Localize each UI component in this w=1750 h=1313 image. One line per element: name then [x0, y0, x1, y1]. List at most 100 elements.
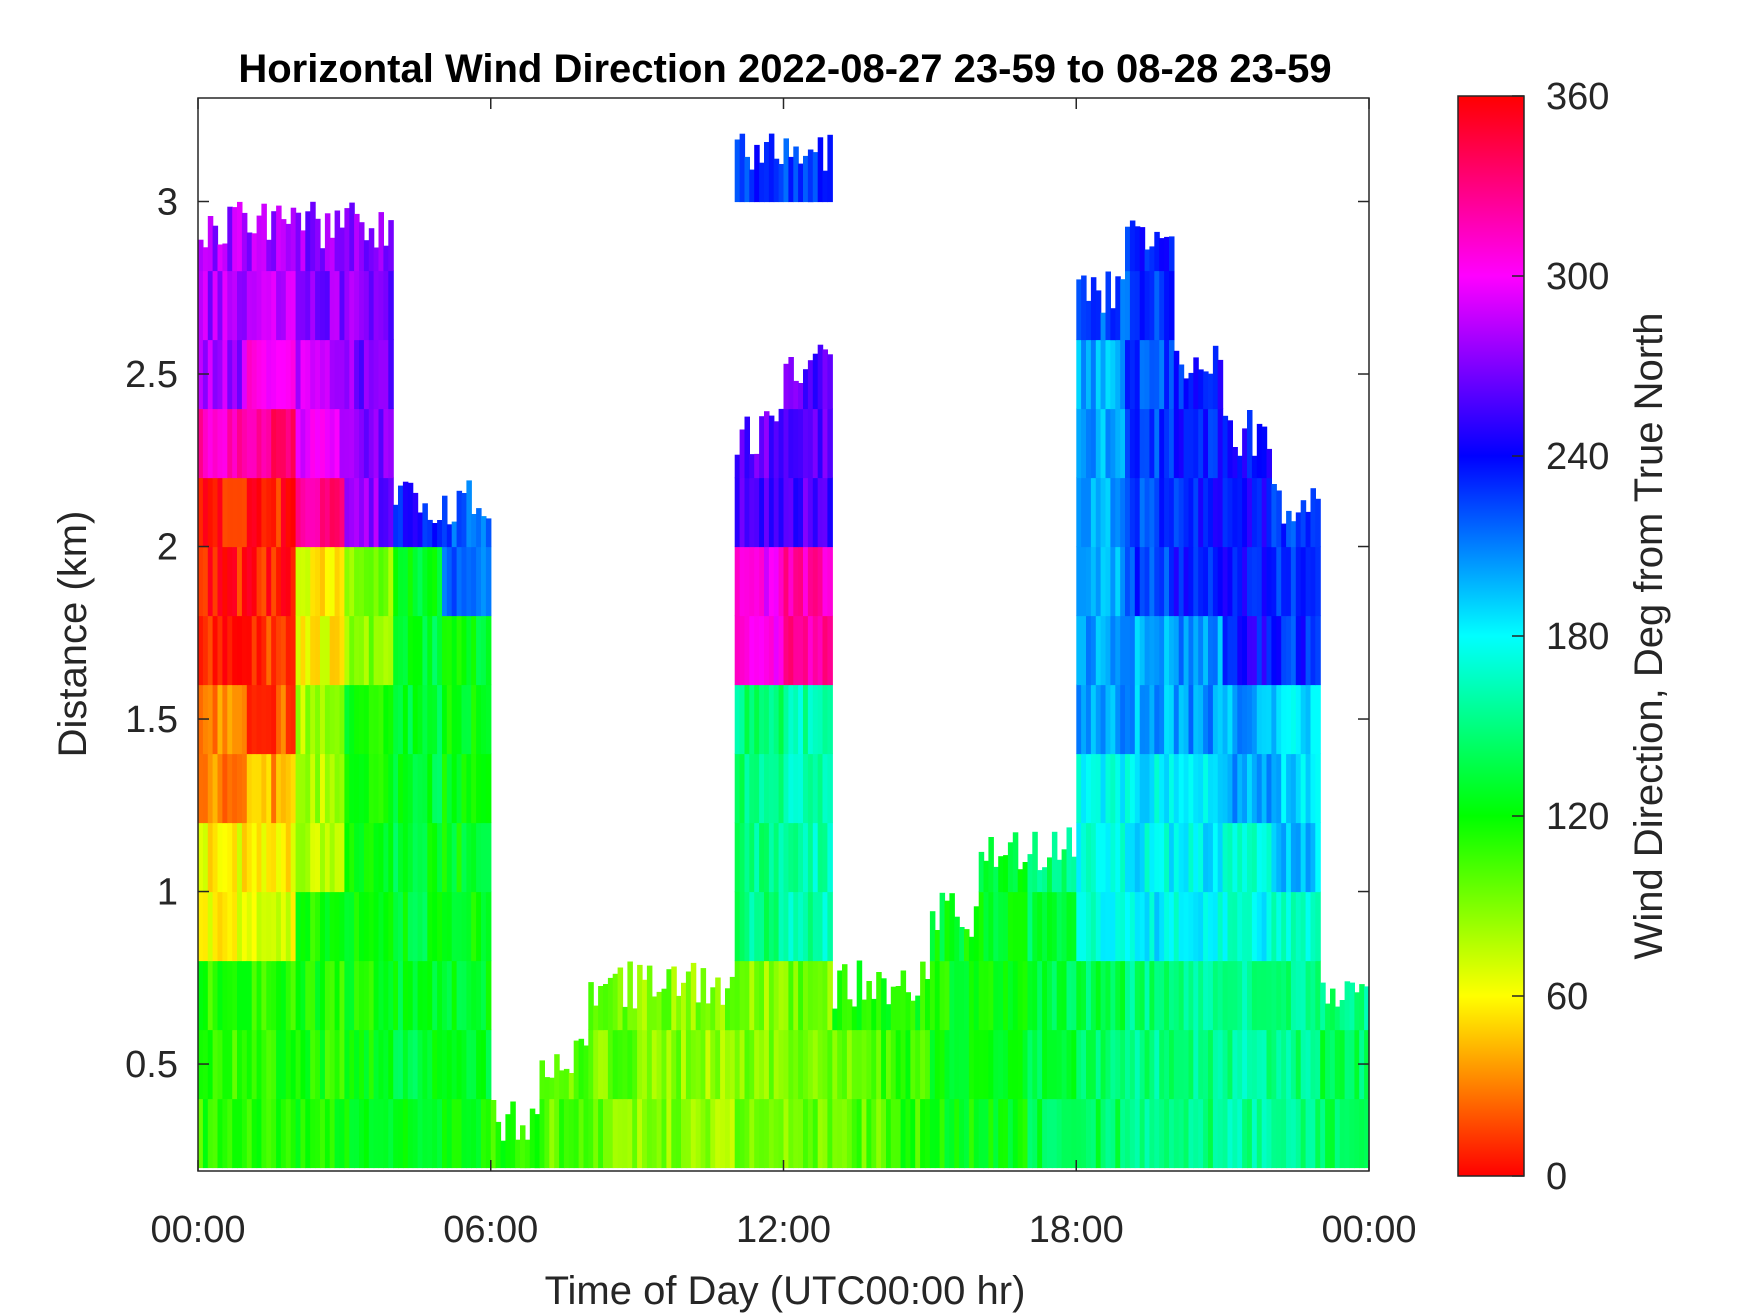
heatmap-cell [1266, 822, 1272, 893]
heatmap-cell [310, 201, 316, 272]
heatmap-cell [202, 247, 209, 272]
heatmap-cell [1017, 891, 1024, 962]
heatmap-cell [237, 684, 243, 755]
heatmap-cell [768, 822, 775, 893]
heatmap-cell [349, 684, 355, 755]
heatmap-cell [217, 1098, 223, 1169]
heatmap-cell [1051, 831, 1058, 893]
heatmap-cell [1120, 753, 1126, 824]
heatmap-cell [217, 615, 223, 686]
heatmap-cell [1247, 615, 1253, 686]
heatmap-cell [232, 684, 238, 755]
heatmap-cell [324, 408, 331, 479]
heatmap-cell [222, 270, 228, 341]
heatmap-cell [651, 996, 658, 1031]
heatmap-cell [1159, 753, 1165, 824]
heatmap-cell [1164, 960, 1170, 1031]
heatmap-cell [1120, 546, 1126, 617]
heatmap-cell [734, 615, 741, 686]
heatmap-cell [656, 991, 663, 1031]
heatmap-cell [1144, 753, 1151, 824]
heatmap-cell [427, 822, 433, 893]
heatmap-cell [1164, 753, 1170, 824]
heatmap-cell [1300, 500, 1307, 548]
heatmap-cell [437, 822, 443, 893]
heatmap-cell [1095, 477, 1102, 548]
heatmap-cell [1310, 891, 1316, 962]
heatmap-cell [1095, 1029, 1102, 1100]
heatmap-cell [222, 1098, 228, 1169]
heatmap-cell [1076, 546, 1082, 617]
heatmap-cell [1276, 615, 1282, 686]
heatmap-cell [481, 891, 487, 962]
heatmap-cell [1090, 891, 1097, 962]
heatmap-cell [407, 546, 414, 617]
heatmap-cell [212, 684, 219, 755]
heatmap-cell [798, 753, 804, 824]
heatmap-cell [237, 408, 243, 479]
heatmap-cell [1027, 1098, 1033, 1169]
heatmap-cell [305, 339, 311, 410]
heatmap-cell [759, 615, 765, 686]
heatmap-cell [466, 615, 472, 686]
heatmap-cell [300, 408, 306, 479]
heatmap-cell [1183, 408, 1190, 479]
heatmap-cell [1125, 753, 1131, 824]
heatmap-cell [759, 162, 765, 203]
heatmap-cell [363, 753, 370, 824]
heatmap-cell [305, 753, 311, 824]
heatmap-cell [320, 753, 326, 824]
heatmap-cell [1115, 684, 1121, 755]
heatmap-cell [329, 960, 336, 1031]
heatmap-cell [685, 971, 692, 1031]
heatmap-cell [1276, 1029, 1282, 1100]
heatmap-cell [1007, 842, 1014, 893]
heatmap-cell [320, 546, 326, 617]
heatmap-cell [1051, 960, 1058, 1031]
heatmap-cell [222, 822, 228, 893]
heatmap-cell [1251, 960, 1258, 1031]
heatmap-cell [339, 960, 345, 1031]
heatmap-cell [388, 546, 394, 617]
heatmap-cell [1193, 477, 1199, 548]
heatmap-cell [1217, 546, 1224, 617]
heatmap-cell [422, 503, 428, 548]
heatmap-cell [393, 615, 399, 686]
heatmap-cell [807, 615, 814, 686]
heatmap-cell [363, 546, 370, 617]
heatmap-cell [1315, 960, 1321, 1031]
heatmap-cell [1144, 546, 1151, 617]
heatmap-cell [773, 822, 780, 893]
heatmap-cell [402, 1098, 409, 1169]
heatmap-cell [412, 615, 419, 686]
heatmap-cell [217, 339, 223, 410]
heatmap-cell [1256, 684, 1263, 755]
heatmap-cell [1271, 684, 1277, 755]
heatmap-cell [793, 1098, 799, 1169]
heatmap-cell [202, 546, 209, 617]
heatmap-cell [276, 1029, 282, 1100]
heatmap-cell [812, 353, 819, 410]
heatmap-cell [202, 753, 209, 824]
heatmap-cell [388, 753, 394, 824]
heatmap-cell [807, 149, 814, 203]
heatmap-cell [798, 891, 804, 962]
heatmap-cell [1198, 615, 1204, 686]
heatmap-cell [1183, 1029, 1190, 1100]
heatmap-cell [812, 753, 819, 824]
heatmap-cell [768, 415, 775, 479]
heatmap-cell [1242, 615, 1248, 686]
heatmap-cell [222, 615, 228, 686]
heatmap-cell [959, 927, 965, 962]
heatmap-cell [276, 753, 282, 824]
heatmap-cell [407, 684, 414, 755]
heatmap-cell [261, 1029, 267, 1100]
heatmap-cell [237, 339, 243, 410]
heatmap-cell [764, 411, 770, 479]
heatmap-cell [793, 753, 799, 824]
heatmap-cell [929, 1029, 936, 1100]
heatmap-cell [290, 339, 297, 410]
heatmap-cell [232, 207, 238, 272]
heatmap-cell [1120, 822, 1126, 893]
heatmap-cell [1100, 1029, 1107, 1100]
